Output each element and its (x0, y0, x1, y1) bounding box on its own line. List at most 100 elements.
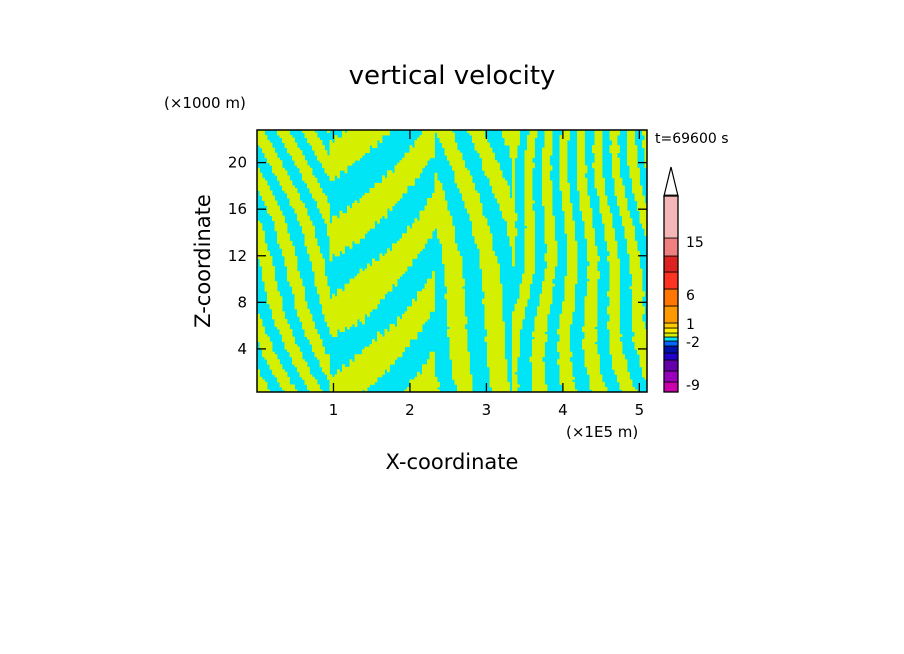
field-band (444, 278, 465, 282)
x-tick-label: 3 (482, 401, 492, 419)
field-band (512, 341, 520, 345)
field-band (282, 253, 295, 257)
field-band (564, 286, 575, 290)
field-band (484, 326, 505, 330)
field-band (297, 165, 310, 169)
field-band (544, 220, 555, 224)
field-band (644, 157, 647, 161)
field-band (599, 195, 608, 199)
field-band (274, 318, 288, 322)
field-band (512, 361, 518, 365)
field-band (524, 190, 533, 194)
field-band (612, 354, 625, 358)
field-band (317, 155, 363, 159)
field-band (409, 150, 435, 154)
field-band (329, 329, 338, 332)
field-band (489, 182, 508, 186)
field-band (259, 344, 273, 348)
field-band (629, 175, 640, 179)
field-band (482, 276, 500, 280)
field-band (524, 243, 535, 247)
field-band (452, 361, 470, 365)
field-band (597, 190, 605, 194)
field-band (279, 182, 293, 186)
field-band (262, 271, 275, 274)
field-band (324, 167, 348, 171)
field-band (422, 371, 435, 375)
field-band (297, 213, 308, 217)
field-band (372, 258, 375, 262)
field-band (482, 301, 503, 305)
field-band (634, 331, 647, 335)
field-band (547, 250, 558, 254)
field-band (449, 356, 470, 360)
field-band (414, 220, 453, 224)
field-band (457, 384, 473, 388)
field-band (409, 381, 440, 385)
field-band (257, 245, 268, 249)
field-band (484, 296, 503, 300)
field-band (634, 341, 647, 345)
field-band (452, 165, 465, 169)
field-band (609, 268, 620, 272)
field-band (519, 293, 530, 297)
field-band (537, 311, 550, 315)
field-band (609, 278, 620, 282)
field-band (529, 132, 538, 136)
field-band (279, 381, 290, 385)
field-band (644, 230, 647, 234)
field-band (614, 180, 623, 184)
field-band (589, 379, 603, 383)
field-band (312, 263, 325, 267)
field-band (314, 281, 328, 285)
field-band (609, 303, 620, 307)
field-band (614, 190, 625, 194)
field-band (309, 339, 323, 343)
field-band (362, 321, 365, 325)
field-band (524, 253, 535, 257)
field-band (357, 273, 403, 277)
field-band (447, 291, 465, 295)
field-band (512, 250, 515, 254)
field-band (594, 152, 603, 156)
field-band (584, 354, 600, 358)
field-band (257, 175, 263, 179)
field-band (537, 313, 548, 317)
field-band (512, 336, 520, 340)
field-band (462, 192, 480, 196)
field-band (404, 311, 430, 315)
field-band (547, 261, 558, 264)
field-band (547, 243, 558, 247)
field-band (269, 213, 283, 217)
field-band (454, 175, 473, 179)
field-band (514, 306, 525, 310)
field-band (504, 142, 520, 146)
field-band (302, 376, 315, 380)
field-band (497, 200, 515, 204)
field-band (322, 311, 370, 315)
field-band (257, 135, 268, 138)
field-band (577, 167, 588, 171)
field-band (502, 210, 515, 214)
field-band (577, 130, 585, 133)
field-band (397, 240, 428, 244)
field-band (587, 266, 598, 269)
field-band (472, 230, 490, 234)
field-band (512, 359, 518, 363)
field-band (414, 145, 435, 149)
field-band (559, 152, 568, 156)
field-band (567, 233, 575, 237)
field-band (442, 258, 463, 262)
time-label: t=69600 s (655, 131, 729, 147)
field-band (287, 273, 300, 277)
field-band (524, 155, 535, 159)
field-band (307, 185, 320, 189)
field-band (562, 205, 573, 209)
field-band (479, 248, 493, 252)
field-band (629, 172, 640, 176)
field-band (289, 198, 300, 201)
field-band (559, 369, 573, 373)
field-band (632, 303, 643, 307)
field-band (489, 374, 508, 378)
field-band (594, 185, 605, 189)
